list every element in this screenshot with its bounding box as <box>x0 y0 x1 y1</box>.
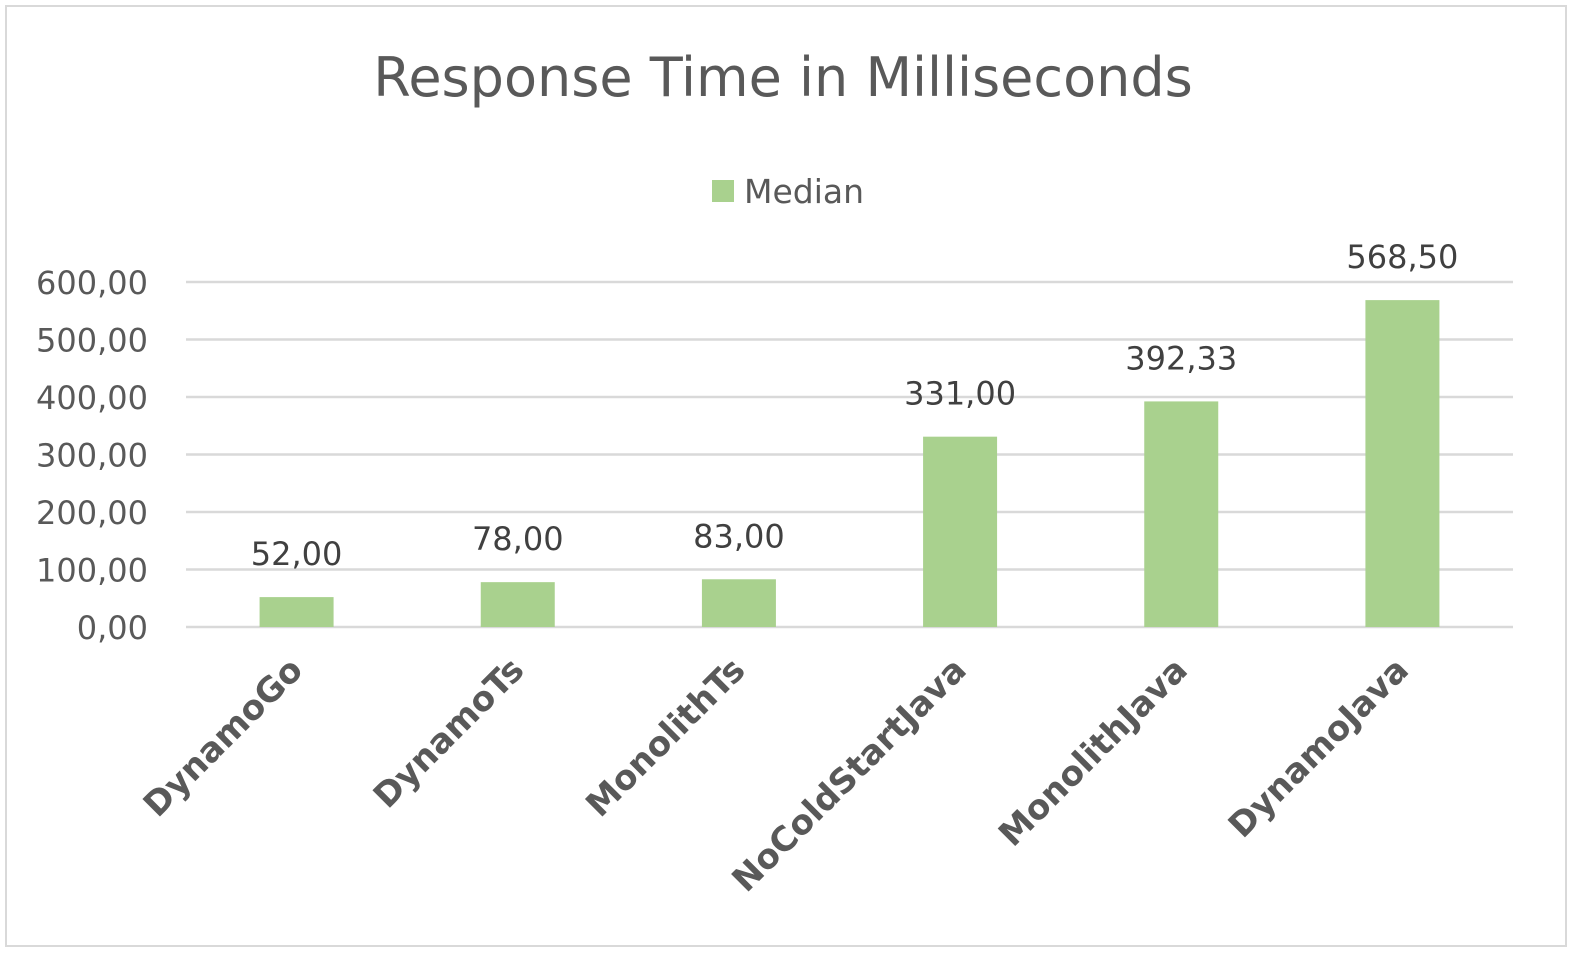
y-axis-tick-labels: 0,00 100,00 200,00 300,00 400,00 500,00 600,00 <box>36 264 148 647</box>
y-tick-label: 500,00 <box>36 322 148 360</box>
data-label: 52,00 <box>251 535 343 573</box>
data-label: 331,00 <box>904 375 1016 413</box>
x-tick-label: DynamoGo <box>136 650 311 825</box>
data-label: 78,00 <box>472 520 564 558</box>
bar-NoColdStartJava <box>923 436 998 627</box>
data-label: 83,00 <box>693 517 785 555</box>
legend-label: Median <box>744 171 865 211</box>
chart-title: Response Time in Milliseconds <box>373 46 1193 109</box>
data-label: 392,33 <box>1125 339 1237 377</box>
x-tick-label: NoColdStartJava <box>724 650 974 900</box>
bar-DynamoTs <box>480 582 555 627</box>
data-label: 568,50 <box>1346 238 1458 276</box>
y-tick-label: 400,00 <box>36 379 148 417</box>
bars <box>259 300 1440 627</box>
data-labels: 52,00 78,00 83,00 331,00 392,33 568,50 <box>251 238 1459 573</box>
y-tick-label: 200,00 <box>36 494 148 532</box>
bar-DynamoJava <box>1365 300 1440 627</box>
x-tick-label: DynamoJava <box>1221 650 1417 846</box>
y-tick-label: 600,00 <box>36 264 148 302</box>
bar-MonolithTs <box>701 579 776 627</box>
y-tick-label: 0,00 <box>77 609 148 647</box>
legend-swatch <box>712 180 734 202</box>
chart-frame <box>5 5 1567 947</box>
x-tick-label: DynamoTs <box>366 650 532 816</box>
y-tick-label: 100,00 <box>36 552 148 590</box>
x-tick-label: MonolithJava <box>991 650 1196 855</box>
x-tick-label: MonolithTs <box>578 650 753 825</box>
y-tick-label: 300,00 <box>36 437 148 475</box>
bar-MonolithJava <box>1144 401 1219 627</box>
x-axis-tick-labels: DynamoGo DynamoTs MonolithTsNoColdStartJav… <box>136 650 1417 900</box>
gridlines <box>186 280 1513 629</box>
bar-DynamoGo <box>259 597 334 627</box>
legend: Median <box>712 171 864 211</box>
